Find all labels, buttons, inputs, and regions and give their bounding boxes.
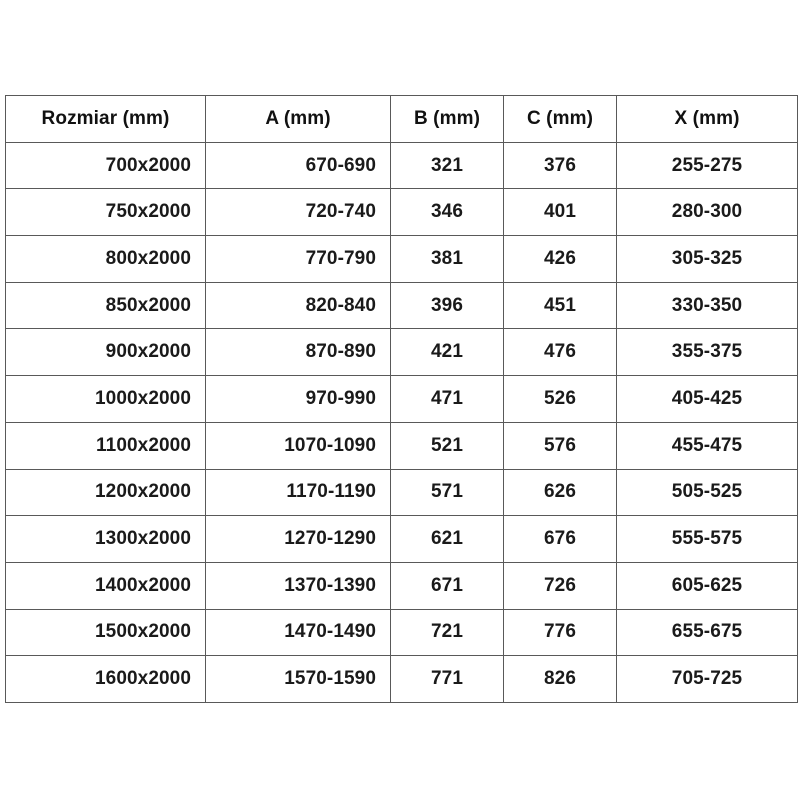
cell-a: 1170-1190 bbox=[205, 468, 391, 517]
column-header-size: Rozmiar (mm) bbox=[5, 95, 206, 143]
cell-a: 1470-1490 bbox=[205, 608, 391, 657]
table-row: 1600x2000 1570-1590 771 826 705-725 bbox=[5, 655, 798, 703]
cell-b: 721 bbox=[390, 608, 504, 657]
table-header-row: Rozmiar (mm) A (mm) B (mm) C (mm) X (mm) bbox=[5, 95, 798, 143]
cell-x: 305-325 bbox=[616, 235, 798, 283]
table-row: 1000x2000 970-990 471 526 405-425 bbox=[5, 375, 798, 423]
cell-size: 1100x2000 bbox=[5, 421, 206, 470]
cell-x: 330-350 bbox=[616, 281, 798, 330]
cell-x: 605-625 bbox=[616, 561, 798, 610]
cell-x: 405-425 bbox=[616, 375, 798, 423]
cell-c: 626 bbox=[503, 468, 617, 517]
cell-size: 1300x2000 bbox=[5, 515, 206, 563]
cell-x: 655-675 bbox=[616, 608, 798, 657]
table-row: 1500x2000 1470-1490 721 776 655-675 bbox=[5, 608, 798, 657]
cell-a: 1070-1090 bbox=[205, 421, 391, 470]
cell-a: 870-890 bbox=[205, 328, 391, 377]
cell-b: 421 bbox=[390, 328, 504, 377]
cell-size: 1000x2000 bbox=[5, 375, 206, 423]
table-row: 1300x2000 1270-1290 621 676 555-575 bbox=[5, 515, 798, 563]
cell-size: 850x2000 bbox=[5, 281, 206, 330]
cell-x: 455-475 bbox=[616, 421, 798, 470]
spec-table-container: Rozmiar (mm) A (mm) B (mm) C (mm) X (mm)… bbox=[5, 95, 798, 703]
cell-size: 800x2000 bbox=[5, 235, 206, 283]
cell-b: 381 bbox=[390, 235, 504, 283]
cell-c: 726 bbox=[503, 561, 617, 610]
cell-b: 321 bbox=[390, 141, 504, 190]
cell-x: 555-575 bbox=[616, 515, 798, 563]
cell-c: 576 bbox=[503, 421, 617, 470]
cell-b: 396 bbox=[390, 281, 504, 330]
table-body: 700x2000 670-690 321 376 255-275 750x2000 720-… bbox=[5, 141, 798, 703]
cell-a: 970-990 bbox=[205, 375, 391, 423]
cell-size: 1500x2000 bbox=[5, 608, 206, 657]
table-row: 750x2000 720-740 346 401 280-300 bbox=[5, 188, 798, 237]
table-header: Rozmiar (mm) A (mm) B (mm) C (mm) X (mm) bbox=[5, 95, 798, 143]
column-header-x: X (mm) bbox=[616, 95, 798, 143]
cell-size: 1600x2000 bbox=[5, 655, 206, 703]
cell-size: 750x2000 bbox=[5, 188, 206, 237]
cell-a: 770-790 bbox=[205, 235, 391, 283]
table-row: 850x2000 820-840 396 451 330-350 bbox=[5, 281, 798, 330]
column-header-b: B (mm) bbox=[390, 95, 504, 143]
cell-b: 471 bbox=[390, 375, 504, 423]
cell-b: 521 bbox=[390, 421, 504, 470]
cell-c: 401 bbox=[503, 188, 617, 237]
spec-table: Rozmiar (mm) A (mm) B (mm) C (mm) X (mm)… bbox=[5, 95, 798, 703]
cell-c: 476 bbox=[503, 328, 617, 377]
cell-x: 355-375 bbox=[616, 328, 798, 377]
cell-size: 1200x2000 bbox=[5, 468, 206, 517]
cell-c: 376 bbox=[503, 141, 617, 190]
cell-c: 826 bbox=[503, 655, 617, 703]
cell-x: 280-300 bbox=[616, 188, 798, 237]
cell-b: 621 bbox=[390, 515, 504, 563]
cell-c: 451 bbox=[503, 281, 617, 330]
cell-a: 1370-1390 bbox=[205, 561, 391, 610]
cell-b: 571 bbox=[390, 468, 504, 517]
cell-a: 820-840 bbox=[205, 281, 391, 330]
cell-a: 1270-1290 bbox=[205, 515, 391, 563]
table-row: 1200x2000 1170-1190 571 626 505-525 bbox=[5, 468, 798, 517]
cell-b: 771 bbox=[390, 655, 504, 703]
column-header-a: A (mm) bbox=[205, 95, 391, 143]
table-row: 1400x2000 1370-1390 671 726 605-625 bbox=[5, 561, 798, 610]
cell-a: 720-740 bbox=[205, 188, 391, 237]
cell-a: 670-690 bbox=[205, 141, 391, 190]
cell-a: 1570-1590 bbox=[205, 655, 391, 703]
cell-size: 900x2000 bbox=[5, 328, 206, 377]
table-row: 1100x2000 1070-1090 521 576 455-475 bbox=[5, 421, 798, 470]
column-header-c: C (mm) bbox=[503, 95, 617, 143]
cell-size: 1400x2000 bbox=[5, 561, 206, 610]
cell-x: 705-725 bbox=[616, 655, 798, 703]
cell-x: 505-525 bbox=[616, 468, 798, 517]
cell-b: 346 bbox=[390, 188, 504, 237]
table-row: 900x2000 870-890 421 476 355-375 bbox=[5, 328, 798, 377]
cell-c: 676 bbox=[503, 515, 617, 563]
table-row: 800x2000 770-790 381 426 305-325 bbox=[5, 235, 798, 283]
cell-c: 776 bbox=[503, 608, 617, 657]
cell-b: 671 bbox=[390, 561, 504, 610]
cell-size: 700x2000 bbox=[5, 141, 206, 190]
cell-x: 255-275 bbox=[616, 141, 798, 190]
cell-c: 526 bbox=[503, 375, 617, 423]
cell-c: 426 bbox=[503, 235, 617, 283]
table-row: 700x2000 670-690 321 376 255-275 bbox=[5, 141, 798, 190]
